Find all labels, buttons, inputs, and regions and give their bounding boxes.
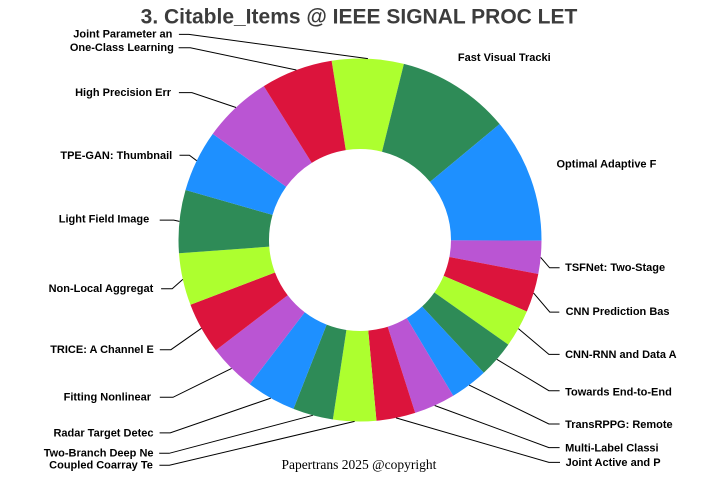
- svg-text:Papertrans 2025 @copyright: Papertrans 2025 @copyright: [281, 457, 436, 472]
- svg-text:Multi-Label Classi: Multi-Label Classi: [565, 442, 659, 454]
- svg-text:Towards End-to-End: Towards End-to-End: [565, 387, 672, 399]
- svg-text:TSFNet: Two-Stage: TSFNet: Two-Stage: [565, 262, 665, 274]
- svg-text:CNN Prediction Bas: CNN Prediction Bas: [566, 306, 670, 318]
- svg-text:Fast Visual Tracki: Fast Visual Tracki: [458, 52, 551, 64]
- svg-text:3. Citable_Items @ IEEE SIGNAL: 3. Citable_Items @ IEEE SIGNAL PROC LET: [141, 6, 578, 29]
- svg-text:TPE-GAN: Thumbnail: TPE-GAN: Thumbnail: [60, 150, 172, 162]
- svg-text:CNN-RNN and Data A: CNN-RNN and Data A: [565, 349, 676, 361]
- svg-text:Two-Branch Deep Ne: Two-Branch Deep Ne: [44, 448, 154, 460]
- svg-text:Light Field Image: Light Field Image: [59, 214, 149, 226]
- svg-text:TRICE: A Channel E: TRICE: A Channel E: [50, 344, 154, 356]
- svg-text:TransRPPG: Remote: TransRPPG: Remote: [565, 419, 673, 431]
- svg-text:Coupled Coarray Te: Coupled Coarray Te: [49, 460, 153, 472]
- svg-text:High Precision Err: High Precision Err: [75, 87, 172, 99]
- svg-text:Optimal Adaptive F: Optimal Adaptive F: [557, 159, 657, 171]
- svg-text:Fitting Nonlinear: Fitting Nonlinear: [64, 392, 152, 404]
- svg-text:Joint Active and P: Joint Active and P: [566, 457, 661, 469]
- svg-text:Radar Target Detec: Radar Target Detec: [53, 427, 153, 439]
- svg-text:Joint Parameter an: Joint Parameter an: [73, 29, 172, 41]
- svg-text:Non-Local Aggregat: Non-Local Aggregat: [49, 283, 154, 295]
- svg-text:One-Class Learning: One-Class Learning: [70, 42, 174, 54]
